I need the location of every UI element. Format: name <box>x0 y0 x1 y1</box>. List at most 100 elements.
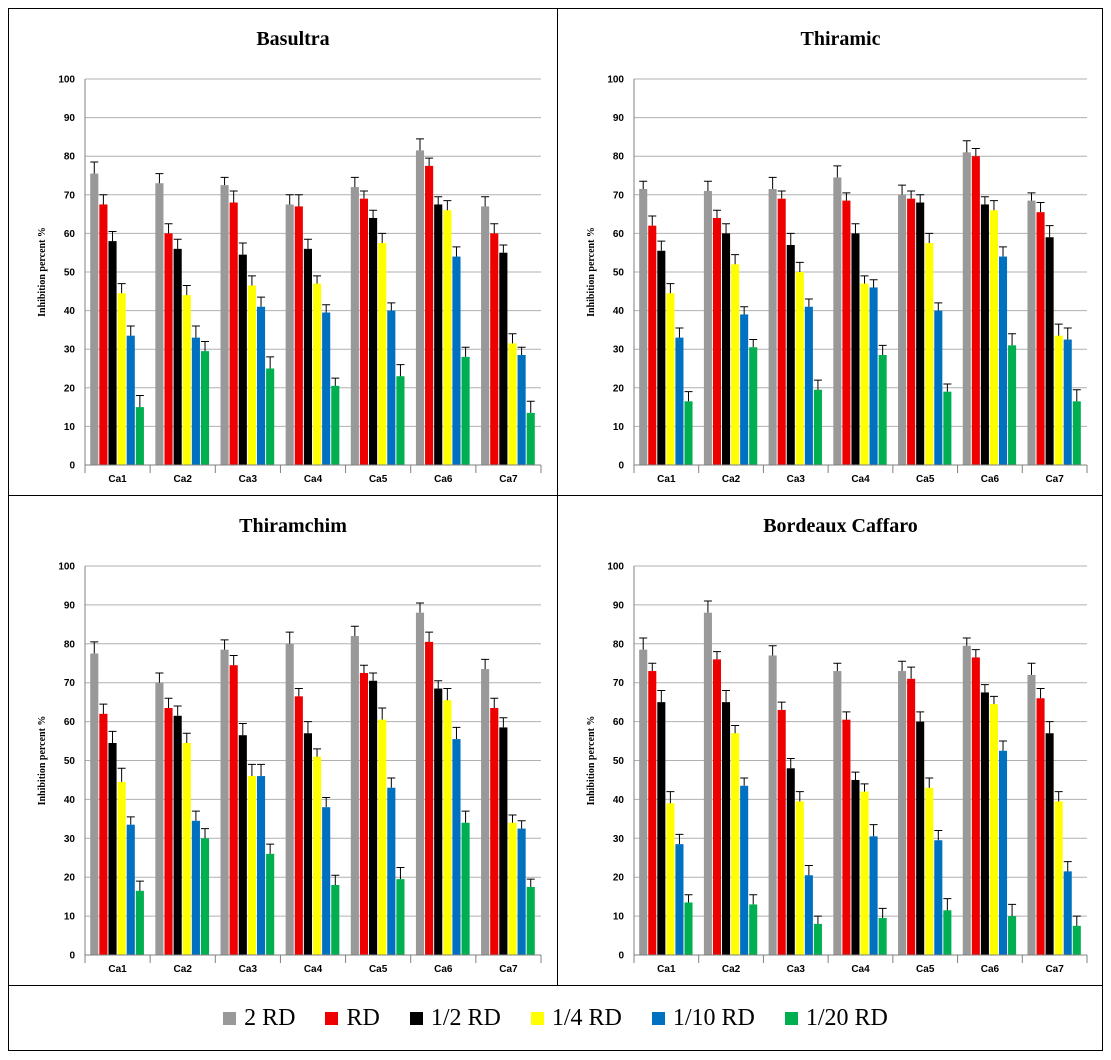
bar <box>768 655 777 955</box>
bar <box>396 879 405 955</box>
bar <box>135 407 144 465</box>
bar <box>639 189 648 465</box>
error-bar <box>285 631 294 644</box>
bar <box>998 256 1008 465</box>
bar <box>1072 925 1081 955</box>
error-bar <box>999 246 1008 257</box>
error-bar <box>786 232 795 245</box>
error-bar <box>962 140 971 153</box>
error-bar <box>257 763 266 777</box>
bar <box>350 187 359 465</box>
y-axis-label: Inhibition percent % <box>37 227 48 317</box>
error-bar <box>777 701 786 710</box>
bar <box>499 727 508 955</box>
error-bar <box>135 880 144 891</box>
y-tick-label: 50 <box>613 756 625 767</box>
figure-frame <box>8 8 1103 1051</box>
error-bar <box>490 223 499 234</box>
bar <box>1008 345 1017 465</box>
y-tick-label: 0 <box>69 461 75 472</box>
panel-divider-vertical <box>557 8 558 985</box>
chart-title: Basultra <box>256 28 329 50</box>
bar <box>648 671 657 955</box>
error-bar <box>108 730 117 743</box>
bar <box>369 680 378 955</box>
y-tick-label: 30 <box>64 345 76 356</box>
error-bar <box>878 344 887 355</box>
bar <box>962 645 971 955</box>
error-bar <box>490 697 499 708</box>
error-bar <box>350 176 359 188</box>
error-bar <box>247 275 256 286</box>
legend-label: 1/4 RD <box>551 1005 622 1031</box>
bar <box>481 206 490 465</box>
x-tick-label: Ca4 <box>851 964 870 975</box>
bar <box>907 678 916 955</box>
bar <box>434 688 443 955</box>
error-bar <box>1054 791 1063 802</box>
error-bar <box>517 346 526 355</box>
error-bar <box>749 339 758 348</box>
bar <box>934 840 943 955</box>
y-tick-label: 60 <box>613 717 625 728</box>
x-tick-label: Ca6 <box>981 964 1000 975</box>
bar <box>1072 401 1081 465</box>
bar <box>777 198 786 465</box>
bar <box>1054 335 1063 465</box>
error-bar <box>378 707 387 720</box>
bar <box>971 657 980 955</box>
y-tick-label: 10 <box>613 422 625 433</box>
error-bar <box>229 190 238 203</box>
bar <box>173 248 182 465</box>
error-bar <box>740 306 749 315</box>
bar <box>526 412 535 465</box>
bar <box>415 612 425 955</box>
bar <box>313 756 322 955</box>
x-tick-label: Ca6 <box>434 474 453 485</box>
bar <box>980 692 989 955</box>
bar <box>639 649 648 955</box>
bar <box>740 785 749 955</box>
bar <box>657 702 666 955</box>
bar <box>1063 871 1072 955</box>
legend-item: 1/10 RD <box>651 1005 755 1032</box>
y-tick-label: 70 <box>613 678 625 689</box>
bar <box>256 776 266 955</box>
y-tick-label: 10 <box>64 912 76 923</box>
error-bar <box>712 651 721 660</box>
error-bar <box>989 695 998 705</box>
error-bar <box>878 907 887 919</box>
bar <box>220 185 229 465</box>
bar <box>675 337 684 465</box>
error-bar <box>639 637 648 650</box>
chart-panel-thiramchim: Thiramchim 0 10 20 30 40 50 60 70 80 90 100 Inhibiti… <box>9 496 557 985</box>
error-bar <box>1027 192 1036 201</box>
bar <box>303 733 312 955</box>
bar <box>135 890 144 955</box>
error-bar <box>369 209 378 218</box>
bar <box>943 391 952 465</box>
chart-thiramchim: Thiramchim 0 10 20 30 40 50 60 70 80 90 100 Inhibiti… <box>37 515 542 975</box>
bar <box>1045 237 1054 465</box>
bar <box>517 828 526 955</box>
bar <box>452 256 461 465</box>
x-tick-label: Ca5 <box>369 964 388 975</box>
y-tick-label: 100 <box>58 75 75 86</box>
y-tick-label: 20 <box>613 873 625 884</box>
bar <box>943 910 952 955</box>
error-bar <box>860 275 869 284</box>
error-bar <box>90 161 99 174</box>
error-bar <box>813 915 822 924</box>
bar <box>322 807 331 955</box>
bar <box>878 918 887 955</box>
x-tick-label: Ca7 <box>1045 474 1064 485</box>
bar <box>1036 698 1045 955</box>
error-bar <box>795 791 804 802</box>
bar <box>322 312 331 465</box>
y-tick-label: 70 <box>64 678 76 689</box>
bar <box>703 612 712 955</box>
y-tick-label: 90 <box>613 600 625 611</box>
error-bar <box>313 275 322 284</box>
error-bar <box>768 645 777 656</box>
bar <box>989 704 998 955</box>
